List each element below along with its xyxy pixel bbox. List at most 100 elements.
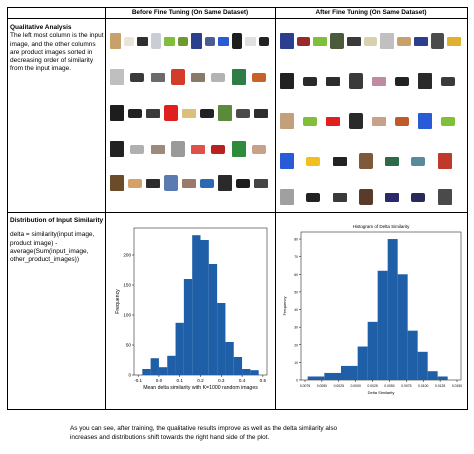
product-thumbnail (332, 156, 347, 166)
histogram-bar (367, 321, 378, 380)
product-thumbnail (363, 36, 378, 46)
product-thumbnail (254, 108, 268, 118)
y-tick-label: 70 (294, 255, 298, 259)
after-histogram: Histogram of Delta Similarity 0.0075 0.005… (282, 224, 462, 395)
product-thumbnail (413, 36, 428, 46)
x-tick-label: 0.2 (197, 378, 204, 383)
product-thumbnail (146, 178, 160, 188)
table-border-top (7, 7, 468, 8)
y-tick-label: 40 (294, 308, 298, 312)
product-thumbnail (358, 189, 373, 205)
footer-caption: As you can see, after training, the qual… (70, 425, 430, 442)
y-tick-label: 30 (294, 326, 298, 330)
product-thumbnail (441, 116, 455, 126)
product-thumbnail (110, 175, 124, 191)
product-thumbnail (170, 141, 185, 157)
x-tick-label: 0.3 (218, 378, 225, 383)
histogram-bar (407, 330, 418, 380)
product-thumbnail (130, 72, 145, 82)
y-tick-label: 150 (123, 283, 131, 288)
comparison-table: Before Fine Tuning (On Same Dataset) Aft… (7, 7, 468, 410)
footer-line-1: As you can see, after training, the qual… (70, 425, 338, 432)
x-axis-label: Mean delta similarity with K=1000 random… (143, 385, 258, 391)
histogram-bar (397, 274, 408, 380)
product-thumbnail (372, 76, 386, 86)
histogram-bar (437, 376, 448, 380)
product-thumbnail (430, 33, 445, 49)
histogram-bar (250, 370, 259, 375)
histogram-bar (377, 270, 388, 380)
y-tick-label: 10 (294, 361, 298, 365)
product-thumbnail (385, 156, 400, 166)
histogram-bar (175, 322, 184, 375)
y-tick-label: 20 (294, 343, 298, 347)
x-tick-label: 0.0000 (350, 384, 360, 388)
product-thumbnail (380, 33, 395, 49)
histogram-bar (200, 240, 209, 375)
product-thumbnail (170, 69, 185, 85)
product-thumbnail (358, 153, 373, 169)
product-thumbnail (211, 144, 226, 154)
product-thumbnail (164, 105, 178, 121)
product-thumbnail (150, 33, 161, 49)
x-tick-label: 0.0050 (384, 384, 394, 388)
product-thumbnail (218, 105, 232, 121)
histogram-bar (217, 303, 226, 375)
y-tick-label: 200 (123, 253, 131, 258)
row-divider (7, 212, 468, 213)
product-thumbnail (437, 153, 452, 169)
product-thumbnail (418, 73, 432, 89)
product-thumbnail (123, 36, 134, 46)
product-thumbnail (280, 33, 294, 49)
histogram-bar (158, 367, 168, 375)
histogram-bar (307, 376, 325, 380)
product-thumbnail (280, 153, 294, 169)
product-thumbnail (191, 144, 205, 154)
histogram-bar (183, 279, 193, 375)
header-divider (7, 18, 468, 19)
y-tick-label: 0 (128, 373, 131, 378)
before-histogram: -0.1 0.0 0.1 0.2 0.3 0.4 0.5 0 50 100 150 200 Mean d… (115, 227, 268, 391)
histogram-bar (387, 239, 398, 380)
histogram-bar (192, 235, 201, 375)
product-thumbnail (218, 36, 229, 46)
product-thumbnail (326, 76, 340, 86)
x-tick-label: 0.0125 (435, 384, 445, 388)
product-thumbnail (110, 33, 121, 49)
product-thumbnail (164, 36, 175, 46)
product-thumbnail (245, 36, 256, 46)
product-thumbnail (418, 113, 432, 129)
product-thumbnail (200, 178, 214, 188)
histogram-bar (233, 357, 243, 375)
product-thumbnail (306, 192, 321, 202)
product-thumbnail (332, 192, 347, 202)
product-thumbnail (395, 76, 409, 86)
product-thumbnail (110, 69, 124, 85)
x-tick-label: 0.0025 (367, 384, 377, 388)
x-tick-label: 0.0 (156, 378, 163, 383)
col-divider-2 (275, 7, 276, 410)
product-thumbnail (128, 178, 142, 188)
product-thumbnail (330, 33, 344, 49)
qualitative-title: Qualitative Analysis (10, 24, 72, 31)
product-thumbnail (200, 108, 214, 118)
qualitative-body: The left most column is the input image,… (10, 32, 104, 73)
product-thumbnail (254, 178, 268, 188)
product-thumbnail (349, 73, 363, 89)
product-thumbnail (110, 105, 124, 121)
y-tick-label: 50 (294, 290, 298, 294)
product-thumbnail (385, 192, 400, 202)
y-tick-label: 80 (294, 238, 298, 242)
product-thumbnail (146, 108, 160, 118)
product-thumbnail (150, 72, 165, 82)
product-thumbnail (110, 141, 124, 157)
histogram-bar (242, 369, 251, 375)
histogram-bar (225, 342, 234, 375)
x-axis-label: Delta Similarity (368, 390, 395, 395)
product-thumbnail (128, 108, 142, 118)
product-thumbnail (191, 72, 205, 82)
histogram-bar (150, 358, 159, 375)
footer-line-2: increases and distributions shift toward… (70, 433, 270, 441)
table-border-right (467, 7, 468, 410)
histogram-bar (427, 371, 438, 380)
